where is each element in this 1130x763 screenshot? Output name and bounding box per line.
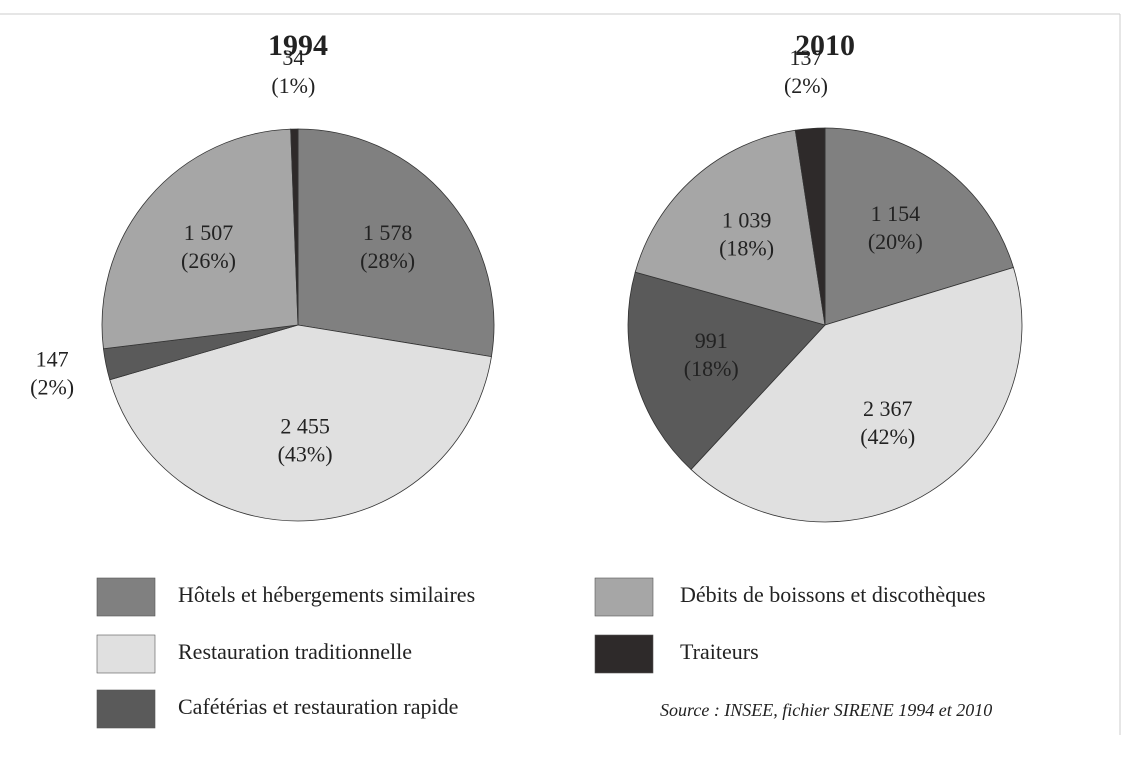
pie-slice xyxy=(101,128,299,350)
value-label: 1 578 xyxy=(363,220,413,245)
pie-slice xyxy=(627,271,826,470)
legend-label: Cafétérias et restauration rapide xyxy=(178,694,458,719)
pie-slice xyxy=(690,267,1023,523)
pie-slice xyxy=(824,127,1014,326)
percent-label: (1%) xyxy=(271,73,315,98)
legend-swatch xyxy=(594,634,654,674)
percent-label: (2%) xyxy=(784,73,828,98)
pie-slice xyxy=(634,129,826,326)
value-label: 147 xyxy=(36,346,69,371)
value-label: 34 xyxy=(282,45,304,70)
pie-slice xyxy=(109,324,492,522)
percent-label: (42%) xyxy=(860,424,915,449)
value-label: 2 455 xyxy=(280,413,330,438)
chart-title: 2010 xyxy=(795,29,855,62)
legend-swatch xyxy=(96,577,156,617)
percent-label: (18%) xyxy=(684,356,739,381)
legend-label: Débits de boissons et discothèques xyxy=(680,582,986,607)
pie-slice xyxy=(290,128,299,326)
percent-label: (20%) xyxy=(868,229,923,254)
legend-label: Traiteurs xyxy=(680,639,759,664)
legend-swatch xyxy=(96,689,156,729)
percent-label: (18%) xyxy=(719,236,774,261)
pie-slice xyxy=(794,127,826,326)
percent-label: (28%) xyxy=(360,248,415,273)
legend-swatch xyxy=(96,634,156,674)
percent-label: (43%) xyxy=(278,441,333,466)
value-label: 137 xyxy=(789,45,822,70)
chart-title: 1994 xyxy=(268,29,328,62)
legend-swatch xyxy=(594,577,654,617)
source: Source : INSEE, fichier SIRENE 1994 et 2… xyxy=(660,700,992,720)
value-label: 1 154 xyxy=(871,201,921,226)
percent-label: (26%) xyxy=(181,248,236,273)
value-label: 1 507 xyxy=(184,220,234,245)
value-label: 2 367 xyxy=(863,396,913,421)
percent-label: (2%) xyxy=(30,374,74,399)
pie-slice xyxy=(297,128,495,358)
legend-label: Hôtels et hébergements similaires xyxy=(178,582,475,607)
value-label: 1 039 xyxy=(722,208,772,233)
legend-label: Restauration traditionnelle xyxy=(178,639,412,664)
value-label: 991 xyxy=(695,328,728,353)
